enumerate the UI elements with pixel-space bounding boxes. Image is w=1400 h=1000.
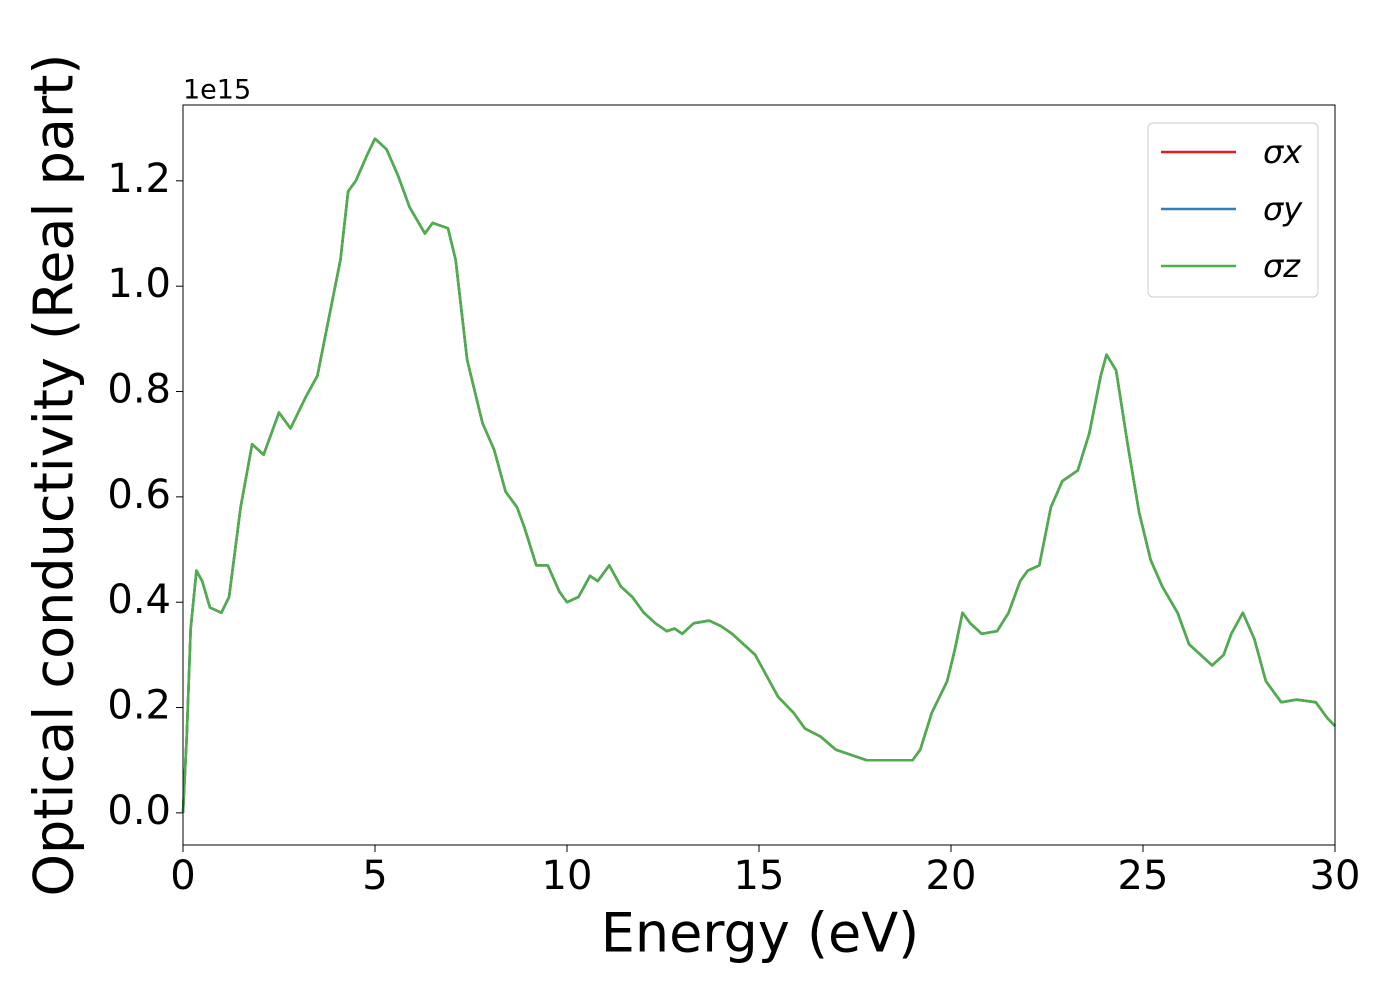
y-tick-label: 0.8 [107, 367, 171, 413]
x-tick-label: 30 [1310, 853, 1361, 899]
y-tick-label: 0.0 [107, 788, 171, 834]
plot-frame [182, 104, 1336, 846]
x-axis-label: Energy (eV) [601, 902, 920, 965]
y-tick-label: 1.2 [107, 156, 171, 202]
x-tick-label: 10 [542, 853, 593, 899]
series-line [181, 137, 1336, 813]
y-offset-label: 1e15 [183, 75, 251, 106]
x-tick-label: 25 [1118, 853, 1169, 899]
y-tick-label: 0.4 [107, 577, 171, 623]
x-tick-label: 20 [926, 853, 977, 899]
y-tick-label: 0.6 [107, 472, 171, 518]
y-tick-label: 0.2 [107, 683, 171, 729]
y-tick-label: 1.0 [107, 261, 171, 307]
x-tick-label: 5 [362, 853, 387, 899]
legend-label: σz [1263, 247, 1301, 285]
y-axis-label: Optical conductivity (Real part) [23, 54, 86, 897]
legend-label: σy [1263, 190, 1303, 228]
x-tick-label: 0 [170, 853, 195, 899]
legend-label: σx [1263, 133, 1303, 171]
x-tick-label: 15 [734, 853, 785, 899]
